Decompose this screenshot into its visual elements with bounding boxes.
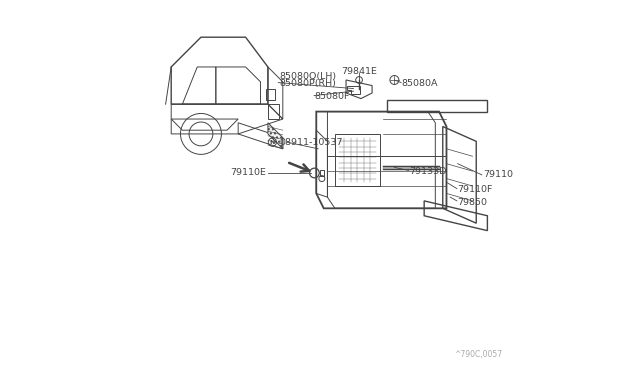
- Text: ^790C,0057: ^790C,0057: [454, 350, 502, 359]
- Text: 79841E: 79841E: [341, 67, 377, 76]
- Bar: [335, 134, 380, 186]
- Text: 85080P(RH): 85080P(RH): [279, 79, 336, 88]
- Text: 79110E: 79110E: [230, 169, 266, 177]
- Polygon shape: [268, 123, 283, 149]
- Text: 85080A: 85080A: [402, 79, 438, 88]
- Text: 85080F: 85080F: [314, 92, 350, 101]
- Text: 79133D: 79133D: [410, 167, 447, 176]
- Text: 79850: 79850: [458, 198, 488, 207]
- Bar: [268, 104, 279, 119]
- Bar: [320, 170, 324, 176]
- Text: 79110: 79110: [484, 170, 514, 179]
- Text: 85080Q(LH): 85080Q(LH): [279, 72, 336, 81]
- Text: 79110F: 79110F: [458, 185, 493, 194]
- Text: 08911-10537: 08911-10537: [279, 138, 342, 147]
- Bar: [266, 89, 275, 100]
- Text: N: N: [269, 140, 275, 145]
